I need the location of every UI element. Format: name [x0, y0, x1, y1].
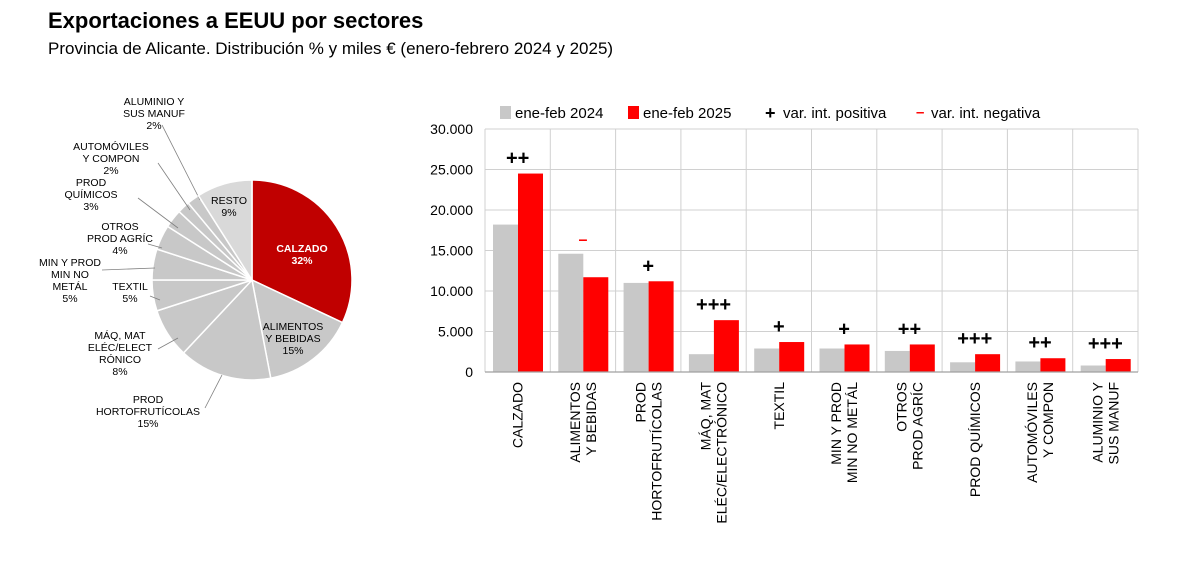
bar-2024 — [754, 348, 780, 372]
bar-2024 — [884, 350, 910, 372]
pie-label: MIN Y PROD MIN NO METÁL 5% — [39, 257, 101, 305]
pie-label: OTROS PROD AGRÍC 4% — [87, 221, 153, 257]
legend-label-negative: var. int. negativa — [931, 105, 1041, 122]
bar-2025 — [909, 344, 935, 372]
bar-2025 — [1040, 358, 1066, 372]
bar-2024 — [950, 362, 976, 372]
pie-label: ALIMENTOS Y BEBIDAS 15% — [263, 321, 324, 357]
pie-leader-line — [101, 267, 156, 271]
variation-marker: + — [642, 255, 654, 277]
y-tick-label: 15.000 — [430, 243, 473, 259]
legend-label-2024: ene-feb 2024 — [515, 105, 603, 122]
bar-2024 — [1015, 361, 1041, 372]
bar-2025 — [713, 320, 739, 372]
pie-label: CALZADO 32% — [276, 243, 327, 267]
legend-swatch-2024 — [500, 106, 511, 119]
x-category-label: PROD QUÍMICOS — [967, 382, 983, 497]
y-tick-label: 0 — [465, 364, 473, 380]
pie-slice — [197, 179, 253, 283]
bar-2024 — [1080, 365, 1106, 372]
pie-label: TEXTIL 5% — [112, 281, 148, 305]
variation-marker: +++ — [957, 328, 992, 350]
bar-2024 — [558, 253, 584, 372]
variation-marker: ++ — [506, 148, 529, 170]
bar-2024 — [623, 282, 649, 372]
variation-marker: + — [838, 318, 850, 340]
bar-2025 — [844, 344, 870, 372]
variation-marker: ++ — [1028, 332, 1051, 354]
pie-label: AUTOMÓVILES Y COMPON 2% — [73, 140, 149, 177]
legend-label-positive: var. int. positiva — [783, 105, 887, 122]
legend-label-2025: ene-feb 2025 — [643, 105, 731, 122]
pie-slice — [251, 179, 353, 324]
x-category-label: TEXTIL — [771, 382, 787, 430]
y-tick-label: 20.000 — [430, 202, 473, 218]
legend-symbol-negative: – — [916, 104, 924, 121]
pie-leader-line — [161, 124, 201, 201]
x-category-label: OTROSPROD AGRÍC — [893, 382, 925, 470]
pie-leader-line — [137, 197, 179, 229]
x-category-label: MIN Y PRODMIN NO METÁL — [828, 382, 860, 483]
legend-symbol-positive: + — [765, 103, 776, 123]
chart-title: Exportaciones a EEUU por sectores — [48, 8, 424, 33]
chart-subtitle: Provincia de Alicante. Distribución % y … — [48, 39, 614, 58]
pie-label: PROD HORTOFRUTÍCOLAS 15% — [96, 394, 200, 430]
pie-slice — [250, 278, 344, 380]
bar-2024 — [493, 224, 518, 372]
variation-marker: + — [773, 316, 785, 338]
pie-leader-line — [157, 337, 179, 350]
pie-label: MÁQ, MAT ELÉC/ELECT RÓNICO 8% — [88, 329, 153, 378]
bar-2024 — [819, 348, 845, 372]
x-category-label: ALUMINIO YSUS MANUF — [1089, 381, 1121, 464]
bar-2025 — [1105, 359, 1131, 372]
variation-marker: +++ — [696, 294, 731, 316]
bar-2025 — [518, 173, 543, 372]
x-category-label: MÁQ, MATELÉC/ELECTRÓNICO — [698, 382, 730, 524]
pie-label: RESTO 9% — [211, 195, 247, 219]
x-category-label: CALZADO — [510, 382, 526, 448]
variation-marker: ++ — [898, 318, 921, 340]
bar-2025 — [648, 281, 674, 372]
pie-label: PROD QUÍMICOS 3% — [64, 177, 117, 213]
pie-slice — [182, 278, 272, 381]
pie-leader-line — [157, 162, 191, 211]
bar-2025 — [583, 277, 609, 372]
bar-2025 — [779, 342, 805, 372]
variation-marker: – — [578, 232, 587, 249]
pie-leader-line — [204, 374, 223, 409]
x-category-label: PRODHORTOFRUTÍCOLAS — [632, 382, 664, 521]
x-category-label: AUTOMÓVILESY COMPON — [1024, 382, 1056, 483]
y-tick-label: 10.000 — [430, 283, 473, 299]
variation-marker: +++ — [1088, 333, 1123, 355]
y-tick-label: 30.000 — [430, 121, 473, 137]
pie-leader-line — [147, 243, 163, 249]
pie-leader-line — [149, 295, 161, 301]
bar-2025 — [975, 354, 1001, 372]
y-tick-label: 25.000 — [430, 162, 473, 178]
pie-label: ALUMINIO Y SUS MANUF 2% — [123, 96, 185, 132]
legend-swatch-2025 — [628, 106, 639, 119]
x-category-label: ALIMENTOSY BEBIDAS — [567, 382, 599, 463]
y-tick-label: 5.000 — [438, 324, 473, 340]
bar-2024 — [688, 354, 714, 372]
